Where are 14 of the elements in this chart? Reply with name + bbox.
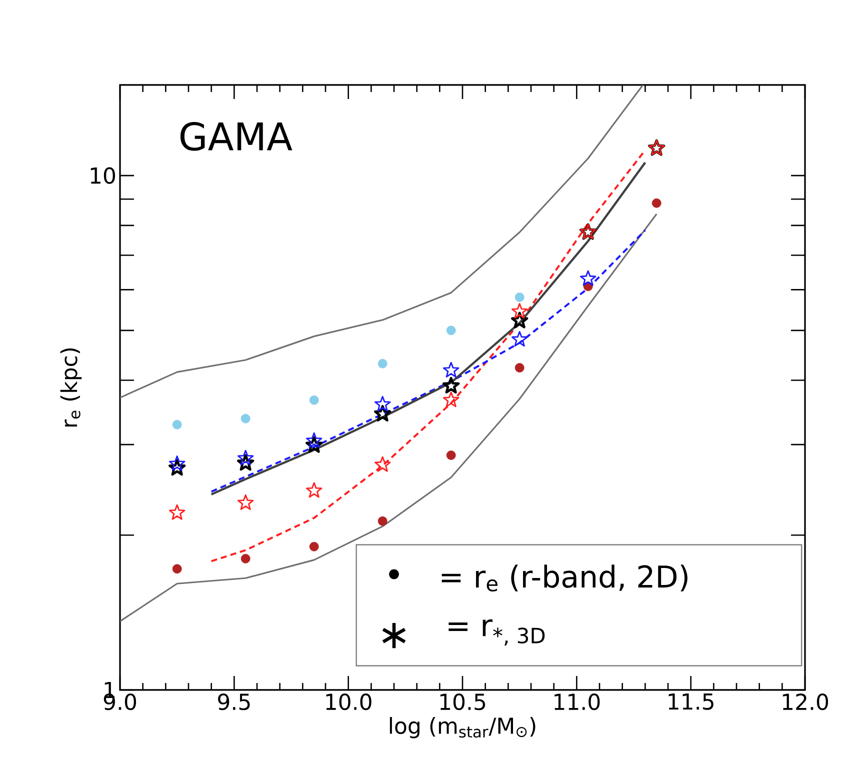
y-axis-title: r$_{e}$ (kpc) [60, 348, 82, 426]
x-tick-label: 11.0 [554, 694, 600, 710]
x-tick-label: 10.0 [326, 694, 372, 710]
x-axis-title: log (m$_{star}$/M$_{⊙}$) [390, 717, 536, 738]
annotation: = r$_{e}$ (r-band, 2D) [442, 564, 688, 592]
annotation: • [389, 569, 399, 580]
annotation: = r$_{*, 3D}$ [448, 619, 545, 646]
annotation: ∗ [382, 622, 406, 648]
annotation: GAMA [180, 122, 292, 151]
x-tick-label: 10.5 [440, 694, 486, 710]
x-tick-label: 9.5 [218, 694, 250, 710]
x-tick-label: 12.0 [782, 694, 828, 710]
x-tick-label: 11.5 [668, 694, 714, 710]
y-tick-label: 10 [90, 167, 116, 184]
